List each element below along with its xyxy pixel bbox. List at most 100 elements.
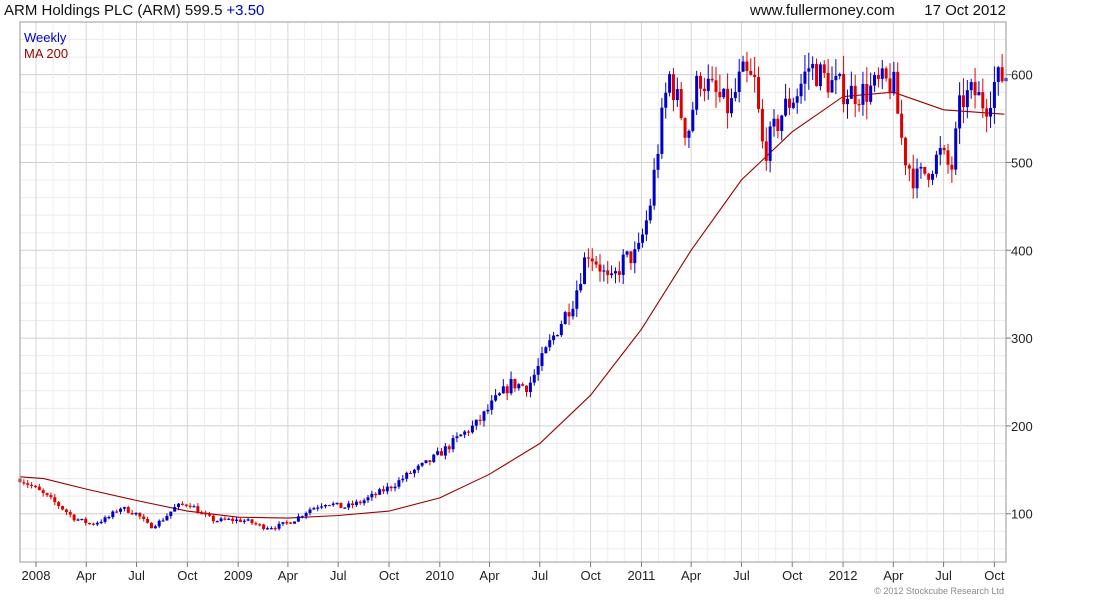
bar-body [497, 393, 501, 396]
weekly-bar-up [177, 503, 181, 511]
weekly-bar-up [555, 334, 559, 337]
bar-body [409, 472, 413, 474]
bar-body [583, 257, 587, 285]
weekly-bar-up [579, 272, 583, 293]
bar-body [876, 75, 880, 79]
bar-body [482, 411, 486, 421]
weekly-bar-down [822, 60, 826, 79]
bar-body [200, 513, 204, 515]
weekly-bar-up [548, 334, 552, 352]
weekly-bar-down [72, 513, 76, 522]
bar-body [637, 242, 641, 250]
bar-body [799, 83, 803, 97]
weekly-bar-down [521, 382, 525, 387]
bar-body [776, 118, 780, 132]
bar-body [927, 173, 931, 180]
weekly-bar-up [915, 158, 919, 199]
weekly-bar-down [683, 117, 687, 146]
bar-body [53, 497, 57, 503]
bar-body [869, 85, 873, 102]
bar-body [946, 150, 950, 165]
weekly-bar-up [490, 394, 494, 415]
bar-body [285, 522, 289, 524]
weekly-bar-down [351, 500, 355, 509]
bar-body [126, 507, 130, 513]
weekly-bar-up [300, 515, 304, 519]
bar-body [668, 74, 672, 93]
bar-body [235, 519, 239, 521]
bar-body [977, 92, 981, 96]
bar-body [880, 68, 884, 79]
weekly-bar-up [424, 460, 428, 464]
bar-body [996, 67, 1000, 82]
x-tick-label: 2012 [829, 568, 858, 583]
weekly-bar-down [757, 66, 761, 113]
bar-body [660, 107, 664, 154]
x-axis: 2008 Apr Jul Oct 2009 Apr Jul Oct 2010 Apr Jul Oct 2… [22, 562, 1005, 583]
bar-body [559, 324, 563, 336]
bar-body [293, 521, 297, 524]
x-tick-label: Apr [883, 568, 904, 583]
grid [20, 22, 1006, 562]
bar-body [892, 71, 896, 94]
bar-body [563, 312, 567, 325]
bar-body [714, 80, 718, 92]
weekly-bar-down [1000, 54, 1004, 83]
bar-body [95, 522, 99, 525]
weekly-bar-up [675, 77, 679, 107]
bar-body [192, 506, 196, 508]
weekly-bar-down [389, 485, 393, 492]
bar-body [729, 98, 733, 114]
bar-body [942, 147, 946, 151]
weekly-bar-up [420, 462, 424, 468]
bar-body [385, 486, 389, 492]
x-tick-label: Apr [76, 568, 97, 583]
weekly-bar-down [358, 500, 362, 505]
bar-body [227, 518, 231, 520]
bar-body [443, 446, 447, 456]
weekly-bar-up [486, 404, 490, 415]
weekly-bar-down [49, 492, 53, 500]
weekly-bar-up [965, 80, 969, 119]
weekly-bar-up [455, 432, 459, 443]
bar-body [907, 165, 911, 169]
weekly-bar-down [598, 254, 602, 282]
weekly-bar-down [149, 522, 153, 529]
weekly-bar-down [567, 303, 571, 326]
bar-body [312, 508, 316, 510]
weekly-bar-up [227, 517, 231, 521]
bar-body [838, 74, 842, 76]
bar-body [896, 71, 900, 114]
bar-body [900, 113, 904, 138]
bar-body [718, 91, 722, 98]
bar-body [552, 335, 556, 341]
site-url[interactable]: www.fullermoney.com [749, 2, 895, 19]
plot-frame [19, 21, 1007, 563]
weekly-bar-up [103, 515, 107, 524]
weekly-bar-up [378, 487, 382, 496]
bar-body [381, 489, 385, 492]
bar-body [571, 308, 575, 317]
bar-body [528, 382, 532, 393]
weekly-bar-up [405, 471, 409, 482]
y-tick-label: 500 [1011, 155, 1033, 170]
weekly-bar-down [718, 74, 722, 103]
bar-body [548, 340, 552, 348]
bar-body [675, 89, 679, 101]
bar-body [803, 71, 807, 84]
bar-body [262, 524, 266, 530]
weekly-bar-up [153, 524, 157, 529]
weekly-bar-down [30, 482, 34, 489]
bar-body [787, 98, 791, 108]
weekly-bar-up [517, 383, 521, 391]
weekly-bar-up [575, 280, 579, 317]
bar-body [165, 515, 169, 521]
weekly-bar-up [157, 519, 161, 529]
bar-body [320, 506, 324, 508]
bar-body [401, 478, 405, 481]
weekly-bar-down [617, 261, 621, 283]
weekly-bar-up [80, 518, 84, 521]
bar-body [934, 154, 938, 174]
bar-body [33, 485, 37, 488]
